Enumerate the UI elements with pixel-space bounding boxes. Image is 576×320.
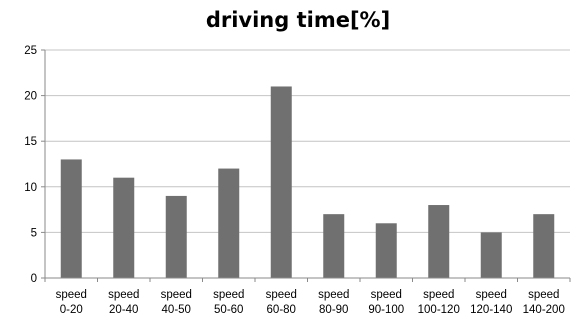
x-tick-label: speed	[213, 289, 244, 301]
y-tick-label: 15	[24, 136, 37, 148]
bar	[323, 214, 345, 278]
bar	[375, 223, 397, 278]
x-tick-label: 0-20	[60, 304, 83, 316]
x-tick-label: 120-140	[470, 304, 512, 316]
y-tick-label: 25	[24, 45, 37, 57]
y-tick-label: 0	[31, 273, 37, 285]
x-tick-label: speed	[423, 289, 454, 301]
x-tick-label: speed	[266, 289, 297, 301]
x-axis: speed 0-20 speed 20-40 speed 40-50 speed 50-60 s…	[44, 277, 571, 316]
y-tick-label: 20	[24, 91, 37, 103]
x-tick-label: 40-50	[162, 304, 191, 316]
x-tick-label: 20-40	[109, 304, 138, 316]
x-tick-label: 80-90	[319, 304, 348, 316]
bar	[428, 205, 450, 278]
y-axis: 0 5 10 15 20 25	[24, 45, 46, 285]
y-tick-label: 10	[24, 182, 37, 194]
bar	[533, 214, 555, 278]
bar	[60, 159, 82, 278]
x-tick-label: speed	[318, 289, 349, 301]
x-tick-label: speed	[476, 289, 507, 301]
bar	[113, 177, 135, 278]
x-tick-label: speed	[371, 289, 402, 301]
x-tick-label: speed	[108, 289, 139, 301]
bar	[218, 168, 240, 278]
x-tick-label: 140-200	[523, 304, 565, 316]
bar	[480, 232, 502, 278]
x-tick-label: speed	[528, 289, 559, 301]
x-tick-label: 90-100	[368, 304, 404, 316]
x-tick-label: 60-80	[267, 304, 296, 316]
bars	[60, 86, 555, 278]
x-tick-label: 50-60	[214, 304, 243, 316]
bar	[270, 86, 292, 278]
x-tick-label: speed	[56, 289, 87, 301]
x-tick-label: 100-120	[418, 304, 460, 316]
chart-title: driving time[%]	[206, 8, 390, 32]
bar	[165, 195, 187, 278]
y-tick-label: 5	[31, 227, 37, 239]
x-tick-label: speed	[161, 289, 192, 301]
